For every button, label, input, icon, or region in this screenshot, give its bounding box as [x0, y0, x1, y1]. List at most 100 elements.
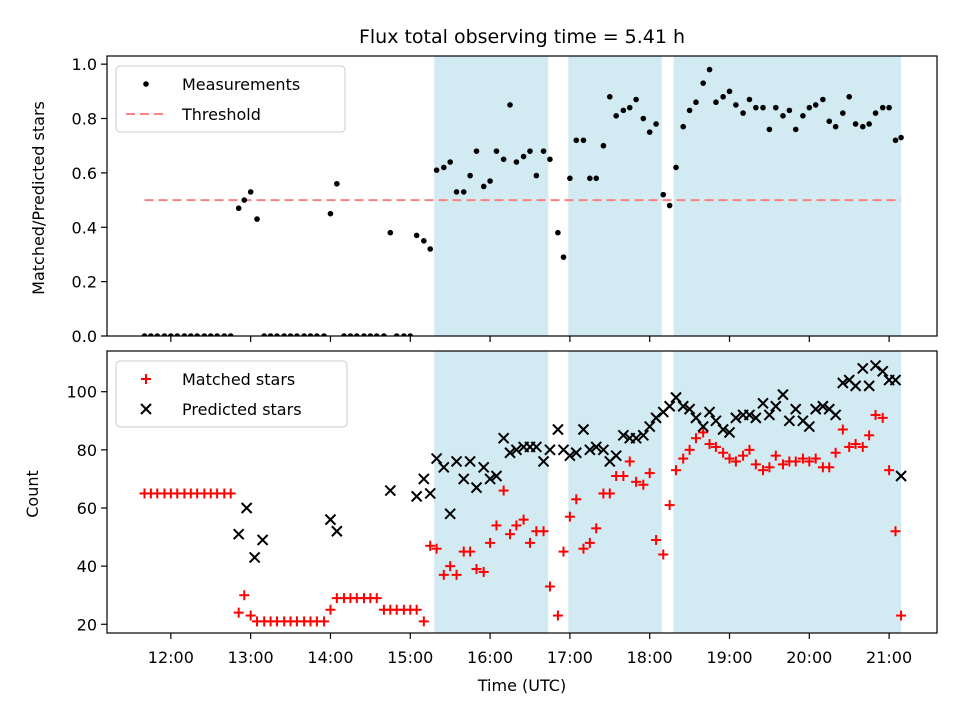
predicted-star-marker [510, 444, 523, 456]
legend-marker-predicted [140, 403, 152, 415]
marker-d2 [590, 441, 602, 453]
measurement-point [247, 189, 254, 195]
marker-d2 [783, 415, 796, 427]
marker-d2 [410, 490, 423, 503]
measurement-point [680, 123, 687, 130]
matched-star-marker [465, 546, 476, 557]
matched-star-marker [451, 569, 462, 580]
matched-star-marker [671, 465, 682, 476]
marker-d2 [450, 455, 463, 468]
x-tick-label: 19:00 [706, 648, 752, 667]
predicted-star-marker [763, 409, 776, 421]
predicted-star-marker [677, 400, 689, 412]
matched-star-marker [538, 526, 549, 537]
marker-d2 [530, 441, 543, 453]
marker-d2 [777, 388, 789, 401]
series-predicted-stars [232, 359, 907, 564]
predicted-star-marker [610, 449, 622, 462]
predicted-star-marker [418, 473, 430, 485]
marker-d2 [610, 449, 622, 462]
measurement-point [740, 110, 746, 116]
marker-d2 [557, 444, 570, 456]
predicted-star-marker [464, 455, 476, 468]
predicted-star-marker [809, 403, 822, 415]
marker-d2 [424, 487, 436, 500]
matched-star-marker [325, 604, 336, 615]
predicted-star-marker [710, 415, 722, 427]
marker-d2 [630, 432, 642, 444]
measurement-point [660, 191, 667, 198]
measurement-point [281, 333, 287, 336]
marker-d2 [843, 374, 855, 386]
predicted-star-marker [384, 484, 397, 497]
marker-d2 [663, 400, 676, 412]
x-tick-label: 18:00 [627, 648, 673, 667]
predicted-star-marker [690, 412, 702, 424]
measurement-point [772, 104, 779, 111]
predicted-star-marker [777, 388, 789, 401]
matched-star-marker [877, 412, 888, 423]
legend-label: Predicted stars [182, 400, 302, 419]
measurement-point [593, 175, 600, 182]
predicted-star-marker [750, 412, 762, 424]
measurement-point [301, 333, 307, 336]
measurement-point [393, 333, 400, 336]
predicted-star-marker [544, 444, 556, 456]
matched-star-marker [804, 456, 815, 467]
measurement-point [467, 172, 473, 179]
measurement-point [513, 159, 520, 165]
observing-interval-shade [434, 56, 549, 336]
plot-frame [106, 350, 938, 634]
measurement-point [321, 333, 327, 336]
predicted-star-marker [837, 377, 849, 389]
predicted-star-marker [849, 380, 862, 392]
measurement-point [214, 333, 220, 336]
matched-star-marker [411, 604, 422, 615]
plot-area [141, 56, 904, 336]
matched-star-marker [425, 540, 436, 551]
predicted-star-marker [637, 429, 650, 442]
legend-label: Threshold [181, 105, 261, 124]
predicted-star-marker [643, 420, 656, 433]
x-tick-label: 20:00 [786, 648, 832, 667]
observing-interval-shade [673, 351, 902, 633]
measurement-point [154, 333, 161, 336]
measurement-point [347, 333, 354, 336]
measurement-point [766, 126, 773, 133]
predicted-star-marker [530, 441, 543, 453]
matched-star-marker [584, 537, 595, 548]
matched-star-marker [864, 430, 875, 441]
marker-d2 [570, 447, 582, 459]
measurement-point [353, 333, 360, 336]
predicted-star-marker [240, 502, 253, 514]
predicted-star-marker [430, 452, 443, 465]
matched-star-marker [571, 494, 582, 505]
marker-d2 [504, 447, 516, 459]
marker-d2 [458, 473, 470, 485]
marker-d2 [823, 403, 835, 415]
predicted-star-marker [497, 432, 510, 444]
measurement-point [606, 93, 613, 100]
measurement-point [254, 216, 260, 222]
matched-star-marker [844, 441, 855, 452]
predicted-star-marker [717, 423, 729, 436]
measurement-point [872, 110, 879, 116]
marker-d2 [577, 423, 590, 436]
measurement-point [493, 148, 500, 154]
predicted-star-marker [703, 406, 716, 418]
measurement-point [832, 123, 839, 130]
matched-star-marker [485, 537, 496, 548]
predicted-star-marker [570, 447, 582, 459]
matched-star-marker [618, 471, 629, 482]
predicted-star-marker [584, 444, 596, 456]
measurement-point [620, 107, 627, 114]
measurement-point [487, 178, 493, 184]
matched-star-marker [498, 485, 509, 496]
x-tick-label: 16:00 [467, 648, 513, 667]
measurement-point [407, 333, 414, 336]
predicted-star-marker [504, 447, 516, 459]
measurement-point [567, 175, 573, 182]
matched-star-marker [319, 616, 330, 627]
predicted-star-marker [743, 409, 756, 421]
predicted-star-marker [895, 470, 907, 482]
